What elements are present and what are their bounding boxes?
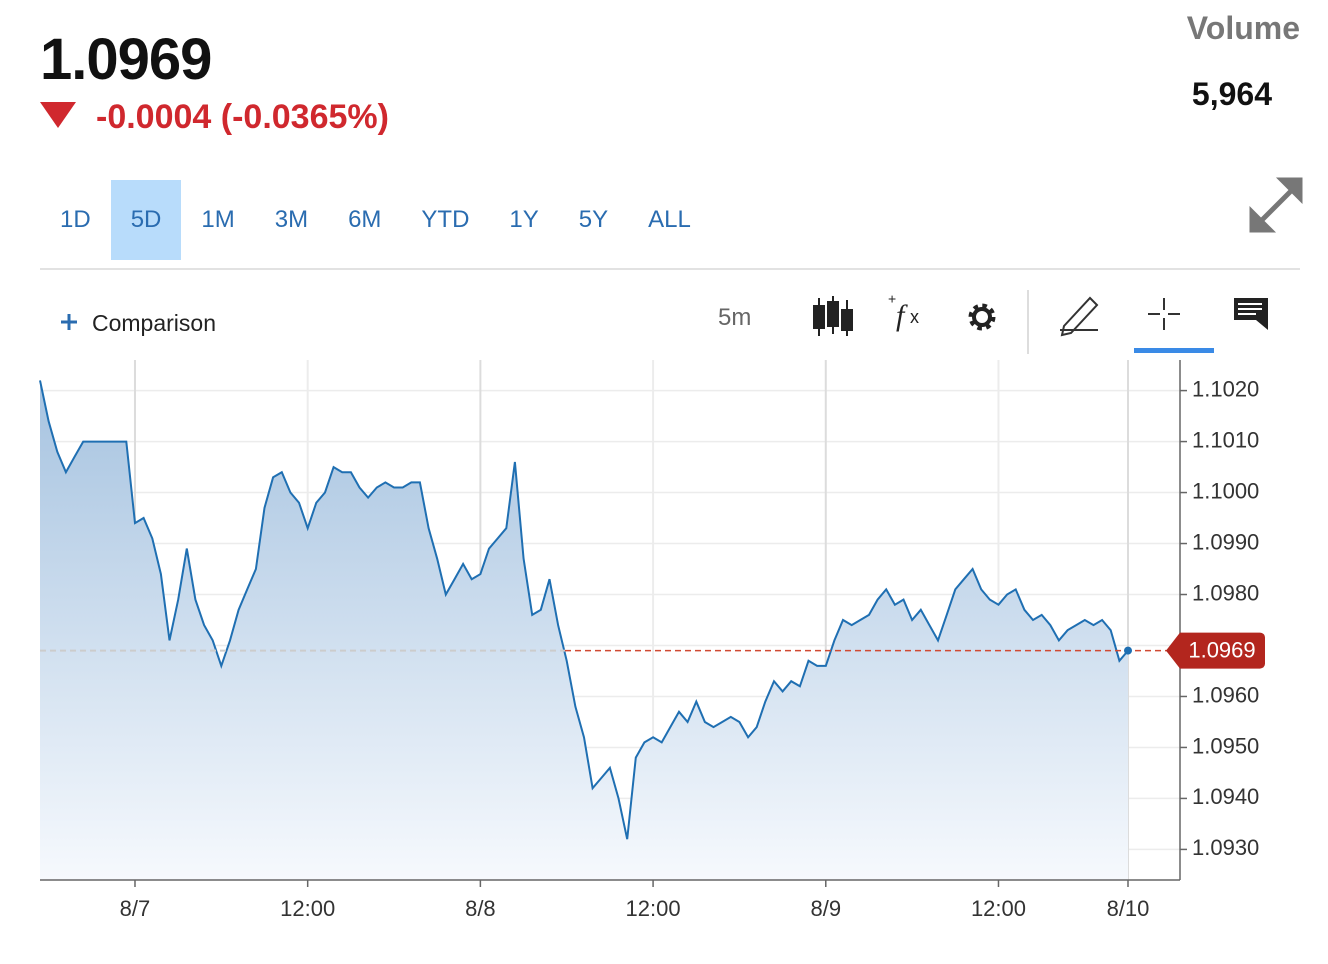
range-button[interactable]: 6M bbox=[348, 206, 382, 233]
indicator-icon[interactable]: +f x bbox=[888, 291, 919, 332]
range-button[interactable]: YTD bbox=[421, 206, 470, 233]
x-tick-label: 8/8 bbox=[465, 896, 496, 921]
y-tick-label: 1.0960 bbox=[1192, 682, 1259, 707]
svg-text:f: f bbox=[896, 299, 908, 332]
x-tick-label: 12:00 bbox=[280, 896, 335, 921]
range-button[interactable]: ALL bbox=[648, 206, 691, 233]
draw-icon[interactable] bbox=[1060, 296, 1099, 337]
svg-text:x: x bbox=[910, 307, 919, 327]
settings-icon[interactable] bbox=[968, 303, 996, 331]
x-tick-label: 12:00 bbox=[626, 896, 681, 921]
range-button[interactable]: 1M bbox=[201, 206, 235, 233]
volume: 5,964 bbox=[1191, 76, 1272, 112]
x-tick-label: 8/7 bbox=[120, 896, 151, 921]
price-line bbox=[39, 380, 1129, 840]
y-tick-label: 1.0940 bbox=[1192, 784, 1259, 809]
area bbox=[40, 380, 1128, 880]
plot: 1.0969 bbox=[39, 360, 1265, 881]
last-price: 1.0969 bbox=[40, 27, 212, 92]
y-tick-label: 1.0980 bbox=[1192, 580, 1259, 605]
range-buttons: 1D 5D 1M 3M 6M YTD 1Y 5Y ALL bbox=[40, 180, 711, 260]
y-tick-label: 1.0950 bbox=[1192, 733, 1259, 758]
range-button[interactable]: 1Y bbox=[509, 206, 539, 233]
price-change: -0.0004 (-0.0365%) bbox=[96, 98, 389, 136]
down-arrow bbox=[40, 102, 76, 128]
comparison-button[interactable]: Comparison bbox=[92, 310, 216, 336]
candle-icon[interactable] bbox=[813, 296, 853, 336]
x-tick-label: 12:00 bbox=[971, 896, 1026, 921]
range-button[interactable]: 3M bbox=[274, 206, 309, 233]
separator bbox=[40, 268, 1300, 270]
active-tool-underline bbox=[1134, 348, 1214, 353]
comments-icon[interactable] bbox=[1234, 298, 1268, 330]
comparison-plus[interactable] bbox=[61, 314, 77, 330]
y-tick-label: 1.1020 bbox=[1192, 376, 1259, 401]
last-point bbox=[1124, 646, 1132, 655]
range-button[interactable]: 5D bbox=[110, 180, 182, 260]
expand-icon[interactable] bbox=[1249, 177, 1303, 233]
y-tick-label: 1.1010 bbox=[1192, 427, 1259, 452]
x-tick-label: 8/10 bbox=[1107, 896, 1150, 921]
last-price-tag bbox=[1166, 632, 1265, 669]
svg-text:+: + bbox=[888, 291, 896, 307]
volume-label: Volume bbox=[1186, 10, 1300, 46]
x-tick-label: 8/9 bbox=[810, 896, 841, 921]
range-button[interactable]: 1D bbox=[60, 206, 91, 233]
interval-button[interactable]: 5m bbox=[718, 304, 752, 331]
y-tick-label: 1.0930 bbox=[1192, 835, 1259, 860]
range-button[interactable]: 5Y bbox=[578, 206, 609, 233]
crosshair-icon[interactable] bbox=[1148, 298, 1180, 330]
y-tick-label: 1.0990 bbox=[1192, 529, 1259, 554]
y-tick-label: 1.1000 bbox=[1192, 478, 1259, 503]
last-price-label: 1.0969 bbox=[1188, 637, 1255, 662]
